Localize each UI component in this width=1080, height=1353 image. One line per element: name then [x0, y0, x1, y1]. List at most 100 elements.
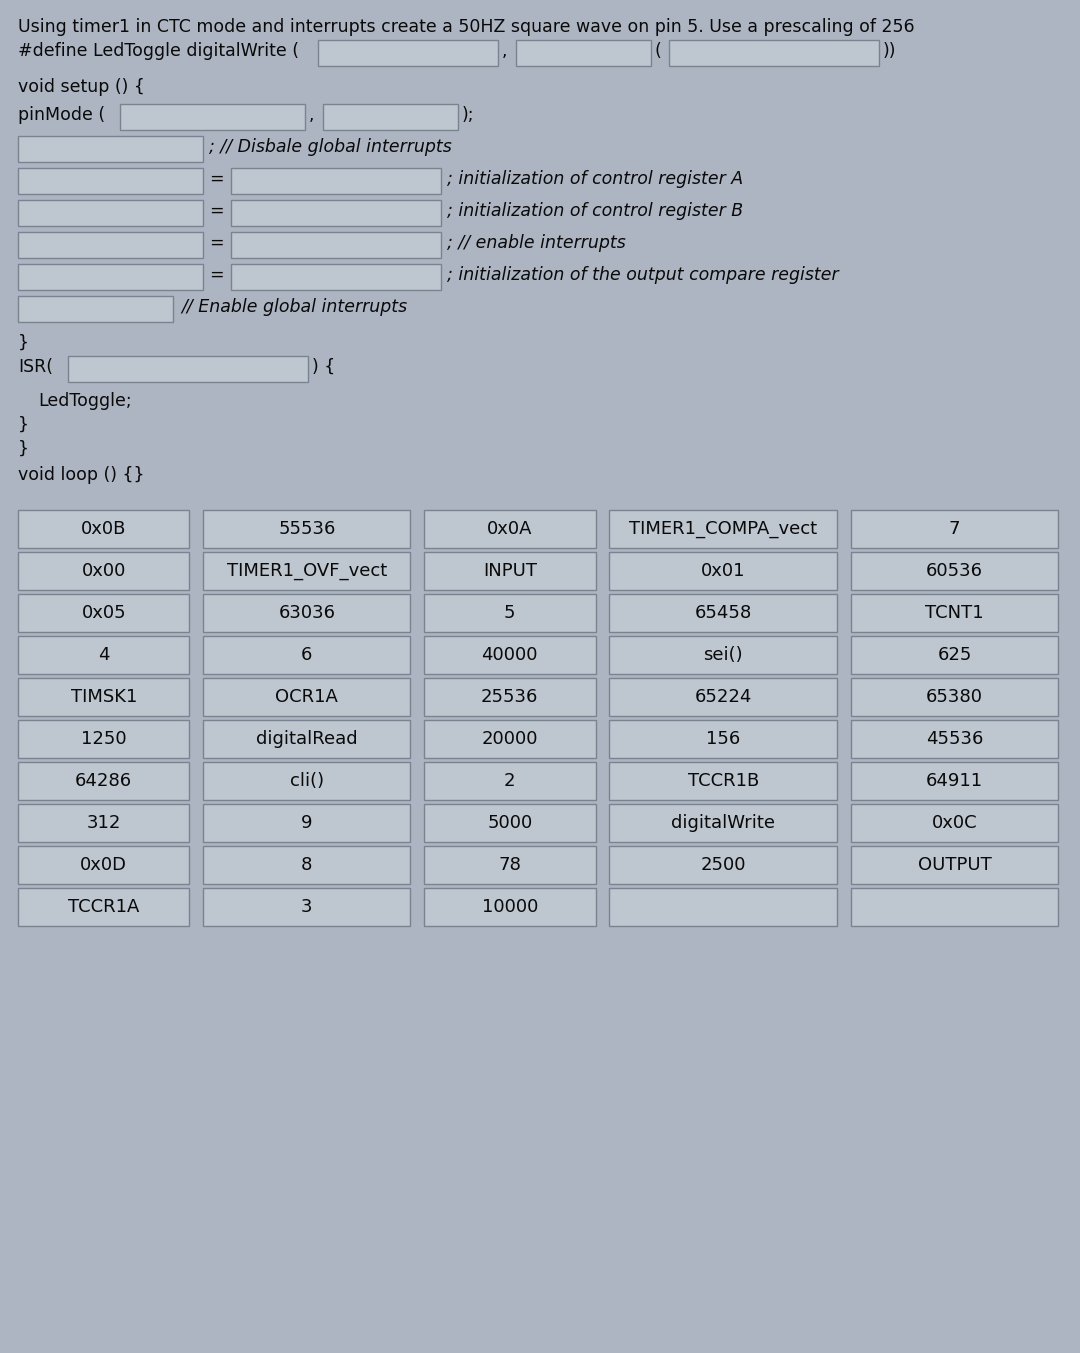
- Text: )): )): [883, 42, 896, 60]
- Bar: [18, 168, 203, 193]
- Bar: [609, 804, 837, 842]
- Text: =: =: [210, 202, 224, 221]
- Bar: [231, 231, 441, 258]
- Bar: [18, 804, 189, 842]
- Text: (: (: [654, 42, 662, 60]
- Bar: [609, 720, 837, 758]
- Text: 60536: 60536: [926, 561, 983, 580]
- Bar: [424, 510, 595, 548]
- Bar: [851, 888, 1058, 925]
- Bar: [851, 804, 1058, 842]
- Text: 0x0B: 0x0B: [81, 520, 126, 538]
- Bar: [424, 804, 595, 842]
- Text: 0x0C: 0x0C: [932, 815, 977, 832]
- Text: sei(): sei(): [703, 645, 743, 664]
- Text: 45536: 45536: [926, 731, 983, 748]
- Text: ISR(: ISR(: [18, 359, 53, 376]
- Bar: [609, 552, 837, 590]
- Text: }: }: [18, 440, 29, 459]
- Text: 63036: 63036: [279, 603, 335, 622]
- Text: 64286: 64286: [76, 773, 132, 790]
- Bar: [609, 846, 837, 884]
- Text: 9: 9: [301, 815, 312, 832]
- Text: =: =: [210, 234, 224, 252]
- Text: 78: 78: [498, 856, 522, 874]
- Bar: [609, 594, 837, 632]
- Bar: [18, 552, 189, 590]
- Text: 0x05: 0x05: [81, 603, 126, 622]
- Text: digitalWrite: digitalWrite: [672, 815, 775, 832]
- Bar: [516, 41, 651, 66]
- Bar: [203, 720, 410, 758]
- Text: 0x01: 0x01: [701, 561, 745, 580]
- Text: ,: ,: [502, 42, 508, 60]
- Bar: [424, 552, 595, 590]
- Text: 1250: 1250: [81, 731, 126, 748]
- Text: 156: 156: [706, 731, 741, 748]
- Text: 10000: 10000: [482, 898, 538, 916]
- Text: 25536: 25536: [481, 687, 539, 706]
- Bar: [203, 804, 410, 842]
- Bar: [120, 104, 305, 130]
- Bar: [18, 888, 189, 925]
- Text: 65380: 65380: [926, 687, 983, 706]
- Text: TIMSK1: TIMSK1: [70, 687, 137, 706]
- Bar: [669, 41, 879, 66]
- Text: TCNT1: TCNT1: [926, 603, 984, 622]
- Text: 0x00: 0x00: [81, 561, 126, 580]
- Text: 65458: 65458: [694, 603, 752, 622]
- Text: pinMode (: pinMode (: [18, 106, 105, 124]
- Bar: [424, 636, 595, 674]
- Text: 3: 3: [301, 898, 312, 916]
- Bar: [203, 552, 410, 590]
- Bar: [424, 888, 595, 925]
- Text: OUTPUT: OUTPUT: [918, 856, 991, 874]
- Bar: [851, 510, 1058, 548]
- Bar: [851, 594, 1058, 632]
- Bar: [18, 762, 189, 800]
- Text: ; initialization of the output compare register: ; initialization of the output compare r…: [447, 267, 839, 284]
- Bar: [424, 678, 595, 716]
- Text: =: =: [210, 170, 224, 188]
- Text: Using timer1 in CTC mode and interrupts create a 50HZ square wave on pin 5. Use : Using timer1 in CTC mode and interrupts …: [18, 18, 915, 37]
- Text: 8: 8: [301, 856, 312, 874]
- Bar: [203, 678, 410, 716]
- Text: TCCR1A: TCCR1A: [68, 898, 139, 916]
- Bar: [18, 510, 189, 548]
- Text: LedToggle;: LedToggle;: [38, 392, 132, 410]
- Bar: [609, 762, 837, 800]
- Bar: [18, 846, 189, 884]
- Bar: [851, 846, 1058, 884]
- Text: 6: 6: [301, 645, 312, 664]
- Bar: [203, 888, 410, 925]
- Text: 625: 625: [937, 645, 972, 664]
- Text: }: }: [18, 334, 29, 352]
- Text: 312: 312: [86, 815, 121, 832]
- Bar: [203, 510, 410, 548]
- Text: void setup () {: void setup () {: [18, 78, 145, 96]
- Text: ; // enable interrupts: ; // enable interrupts: [447, 234, 625, 252]
- Bar: [231, 200, 441, 226]
- Bar: [424, 594, 595, 632]
- Text: INPUT: INPUT: [483, 561, 537, 580]
- Text: // Enable global interrupts: // Enable global interrupts: [181, 298, 407, 317]
- Text: cli(): cli(): [289, 773, 324, 790]
- Bar: [851, 552, 1058, 590]
- Bar: [609, 678, 837, 716]
- Bar: [18, 720, 189, 758]
- Bar: [18, 200, 203, 226]
- Text: 40000: 40000: [482, 645, 538, 664]
- Text: 4: 4: [98, 645, 109, 664]
- Text: 7: 7: [949, 520, 960, 538]
- Bar: [231, 264, 441, 290]
- Text: 20000: 20000: [482, 731, 538, 748]
- Text: 64911: 64911: [926, 773, 983, 790]
- Bar: [18, 296, 173, 322]
- Bar: [424, 762, 595, 800]
- Text: ; initialization of control register A: ; initialization of control register A: [447, 170, 743, 188]
- Text: 2500: 2500: [701, 856, 746, 874]
- Text: void loop () {}: void loop () {}: [18, 465, 145, 484]
- Bar: [323, 104, 458, 130]
- Bar: [203, 846, 410, 884]
- Text: digitalRead: digitalRead: [256, 731, 357, 748]
